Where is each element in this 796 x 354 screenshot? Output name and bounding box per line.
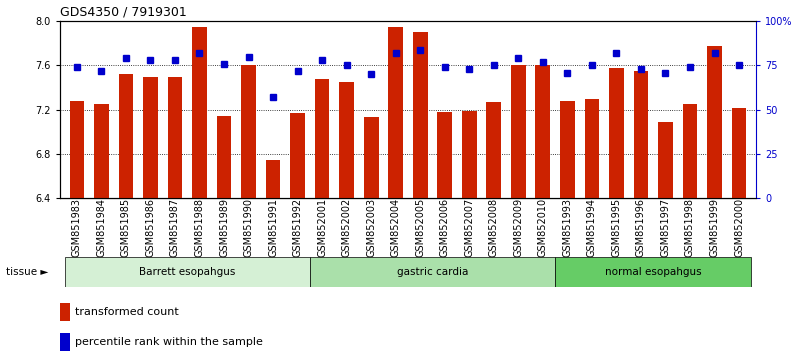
Text: GSM851995: GSM851995 — [611, 198, 622, 257]
Text: GSM852006: GSM852006 — [439, 198, 450, 257]
Bar — [413, 32, 427, 198]
Text: GSM851989: GSM851989 — [219, 198, 229, 257]
Text: GSM851994: GSM851994 — [587, 198, 597, 257]
FancyBboxPatch shape — [555, 257, 751, 287]
Bar — [683, 104, 697, 198]
Bar — [462, 111, 477, 198]
Text: GSM851987: GSM851987 — [170, 198, 180, 257]
Text: GSM852000: GSM852000 — [734, 198, 744, 257]
Bar — [707, 46, 722, 198]
Text: GSM852001: GSM852001 — [317, 198, 327, 257]
Text: GSM852002: GSM852002 — [341, 198, 352, 257]
Text: GSM851985: GSM851985 — [121, 198, 131, 257]
Text: GSM851984: GSM851984 — [96, 198, 107, 257]
Bar — [143, 76, 158, 198]
Bar — [584, 99, 599, 198]
FancyBboxPatch shape — [64, 257, 310, 287]
Bar — [60, 333, 70, 351]
Text: GSM851986: GSM851986 — [146, 198, 155, 257]
Text: GSM851983: GSM851983 — [72, 198, 82, 257]
Bar — [241, 65, 256, 198]
Bar — [192, 27, 207, 198]
Text: GSM852003: GSM852003 — [366, 198, 377, 257]
Bar — [536, 65, 550, 198]
Text: GSM851999: GSM851999 — [709, 198, 720, 257]
Bar — [94, 104, 109, 198]
Bar — [437, 112, 452, 198]
Text: GSM852007: GSM852007 — [464, 198, 474, 257]
Bar — [69, 101, 84, 198]
Bar — [291, 113, 305, 198]
Bar — [732, 108, 747, 198]
Text: GSM851993: GSM851993 — [562, 198, 572, 257]
Bar — [511, 65, 525, 198]
Text: GSM852009: GSM852009 — [513, 198, 523, 257]
Bar — [609, 68, 624, 198]
Text: GSM852008: GSM852008 — [489, 198, 499, 257]
Bar — [658, 122, 673, 198]
Bar — [217, 116, 232, 198]
Text: percentile rank within the sample: percentile rank within the sample — [75, 337, 263, 347]
Text: GSM851992: GSM851992 — [293, 198, 302, 257]
Text: Barrett esopahgus: Barrett esopahgus — [139, 267, 236, 277]
Text: GSM851988: GSM851988 — [194, 198, 205, 257]
Bar — [560, 101, 575, 198]
Text: tissue ►: tissue ► — [6, 267, 49, 277]
Bar — [388, 27, 403, 198]
Text: GSM852005: GSM852005 — [416, 198, 425, 257]
Text: GSM851991: GSM851991 — [268, 198, 278, 257]
Text: GSM852004: GSM852004 — [391, 198, 400, 257]
Text: GSM851997: GSM851997 — [661, 198, 670, 257]
Bar — [168, 76, 182, 198]
Bar — [266, 160, 280, 198]
Bar — [60, 303, 70, 321]
FancyBboxPatch shape — [310, 257, 555, 287]
Bar — [486, 102, 501, 198]
Text: GSM851998: GSM851998 — [685, 198, 695, 257]
Bar — [119, 74, 133, 198]
Text: GSM851990: GSM851990 — [244, 198, 254, 257]
Text: gastric cardia: gastric cardia — [396, 267, 468, 277]
Bar — [314, 79, 330, 198]
Text: GSM851996: GSM851996 — [636, 198, 646, 257]
Bar — [339, 82, 354, 198]
Text: GDS4350 / 7919301: GDS4350 / 7919301 — [60, 6, 186, 19]
Text: normal esopahgus: normal esopahgus — [605, 267, 701, 277]
Bar — [364, 118, 379, 198]
Bar — [634, 71, 648, 198]
Text: GSM852010: GSM852010 — [538, 198, 548, 257]
Text: transformed count: transformed count — [75, 307, 179, 317]
